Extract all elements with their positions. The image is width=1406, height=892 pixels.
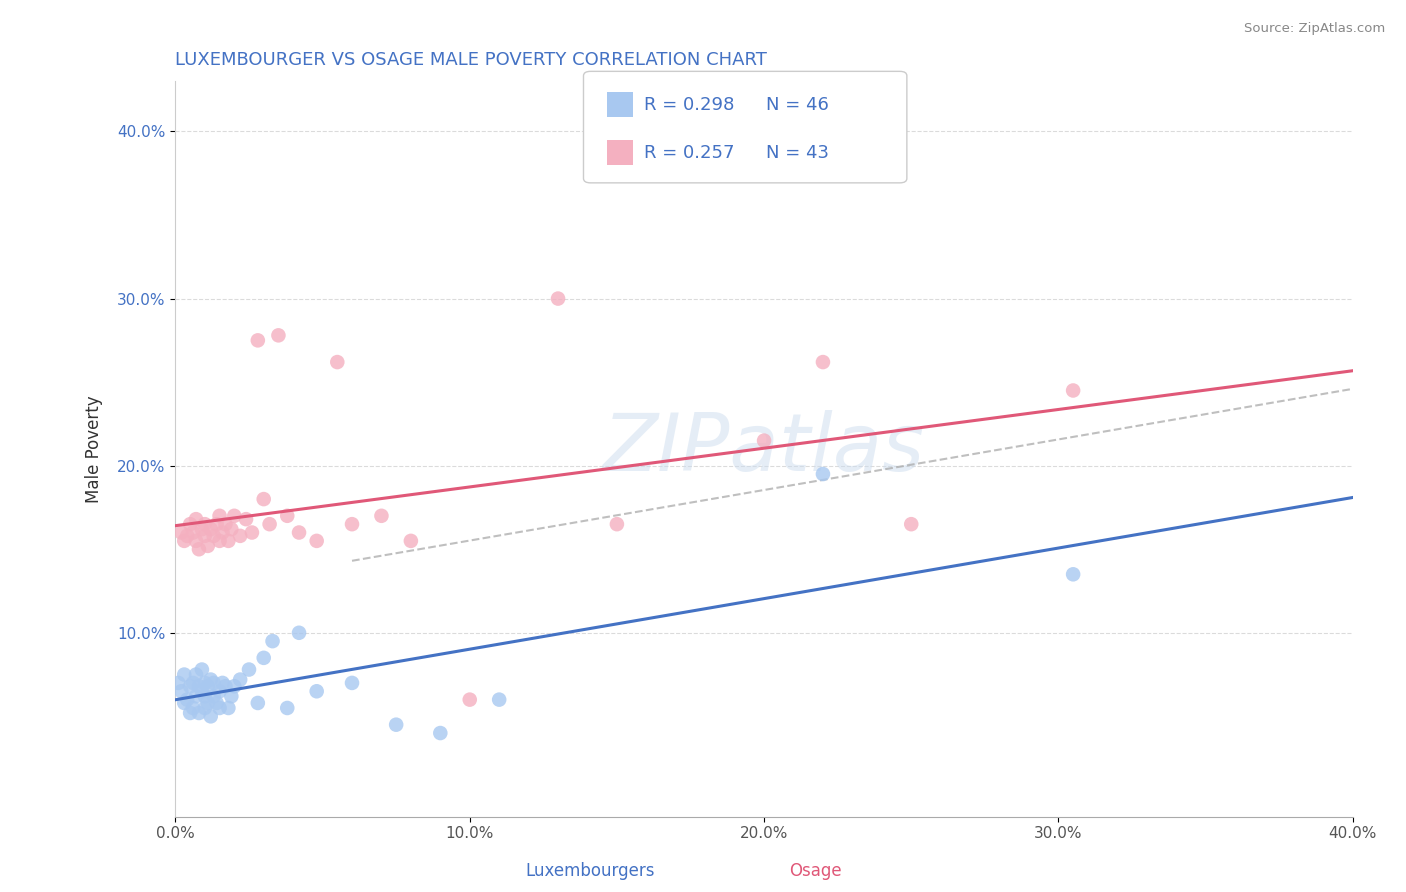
Point bbox=[305, 684, 328, 698]
Point bbox=[184, 512, 207, 526]
Point bbox=[194, 701, 217, 715]
Point bbox=[173, 667, 195, 681]
Point bbox=[179, 679, 201, 693]
Point bbox=[253, 651, 276, 665]
Point bbox=[259, 517, 281, 532]
Point bbox=[224, 679, 246, 693]
Point bbox=[167, 676, 190, 690]
Point bbox=[811, 467, 834, 481]
Point bbox=[197, 696, 219, 710]
Point bbox=[900, 517, 922, 532]
Point bbox=[458, 692, 481, 706]
Point bbox=[197, 679, 219, 693]
Point bbox=[200, 522, 222, 536]
Text: Osage: Osage bbox=[789, 863, 842, 880]
Point bbox=[184, 667, 207, 681]
Point bbox=[276, 508, 298, 523]
Point bbox=[205, 517, 228, 532]
Point bbox=[547, 292, 569, 306]
Point bbox=[288, 525, 311, 540]
Point bbox=[202, 529, 225, 543]
Point bbox=[340, 676, 363, 690]
Point bbox=[211, 525, 233, 540]
Point bbox=[224, 508, 246, 523]
Point bbox=[217, 533, 239, 548]
Point bbox=[188, 542, 211, 557]
Point bbox=[253, 492, 276, 507]
Point bbox=[240, 525, 263, 540]
Point bbox=[202, 690, 225, 704]
Point bbox=[176, 529, 198, 543]
Point bbox=[305, 533, 328, 548]
Point bbox=[238, 663, 260, 677]
Point bbox=[488, 692, 510, 706]
Point bbox=[1062, 384, 1084, 398]
Point bbox=[214, 679, 236, 693]
Point bbox=[246, 696, 269, 710]
Point bbox=[211, 676, 233, 690]
Point bbox=[173, 696, 195, 710]
Point bbox=[1062, 567, 1084, 582]
Point bbox=[200, 709, 222, 723]
Point bbox=[184, 690, 207, 704]
Point bbox=[340, 517, 363, 532]
Point bbox=[194, 676, 217, 690]
Point bbox=[221, 690, 243, 704]
Point bbox=[208, 508, 231, 523]
Text: Luxembourgers: Luxembourgers bbox=[526, 863, 655, 880]
Point bbox=[200, 673, 222, 687]
Point bbox=[229, 673, 252, 687]
Point bbox=[202, 676, 225, 690]
Text: ZIPatlas: ZIPatlas bbox=[603, 410, 925, 488]
Point bbox=[205, 696, 228, 710]
Point bbox=[246, 334, 269, 348]
Point bbox=[811, 355, 834, 369]
Point bbox=[214, 517, 236, 532]
Text: R = 0.257: R = 0.257 bbox=[644, 144, 734, 161]
Point bbox=[326, 355, 349, 369]
Point bbox=[197, 539, 219, 553]
Point bbox=[170, 525, 193, 540]
Point bbox=[288, 625, 311, 640]
Text: LUXEMBOURGER VS OSAGE MALE POVERTY CORRELATION CHART: LUXEMBOURGER VS OSAGE MALE POVERTY CORRE… bbox=[176, 51, 768, 69]
Point bbox=[188, 679, 211, 693]
Point bbox=[170, 684, 193, 698]
Point bbox=[191, 522, 214, 536]
Text: R = 0.298: R = 0.298 bbox=[644, 95, 734, 113]
Text: N = 46: N = 46 bbox=[766, 95, 830, 113]
Point bbox=[181, 525, 204, 540]
Point bbox=[276, 701, 298, 715]
Point bbox=[173, 533, 195, 548]
Point bbox=[176, 692, 198, 706]
Text: N = 43: N = 43 bbox=[766, 144, 830, 161]
Point bbox=[194, 690, 217, 704]
Text: Source: ZipAtlas.com: Source: ZipAtlas.com bbox=[1244, 22, 1385, 36]
Point bbox=[194, 529, 217, 543]
Point bbox=[262, 634, 284, 648]
Point bbox=[181, 701, 204, 715]
Point bbox=[179, 517, 201, 532]
Point bbox=[370, 508, 392, 523]
Point bbox=[606, 517, 628, 532]
Point bbox=[229, 529, 252, 543]
Point bbox=[184, 533, 207, 548]
Point bbox=[235, 512, 257, 526]
Point bbox=[399, 533, 422, 548]
Point bbox=[217, 701, 239, 715]
Point bbox=[191, 663, 214, 677]
Point bbox=[385, 717, 408, 731]
Point bbox=[221, 522, 243, 536]
Point bbox=[188, 706, 211, 720]
Point bbox=[179, 706, 201, 720]
Point bbox=[429, 726, 451, 740]
Point bbox=[208, 701, 231, 715]
Point bbox=[208, 684, 231, 698]
Point bbox=[194, 517, 217, 532]
Point bbox=[191, 684, 214, 698]
Point bbox=[208, 533, 231, 548]
Point bbox=[181, 676, 204, 690]
Point bbox=[752, 434, 775, 448]
Point bbox=[267, 328, 290, 343]
Y-axis label: Male Poverty: Male Poverty bbox=[86, 395, 103, 503]
